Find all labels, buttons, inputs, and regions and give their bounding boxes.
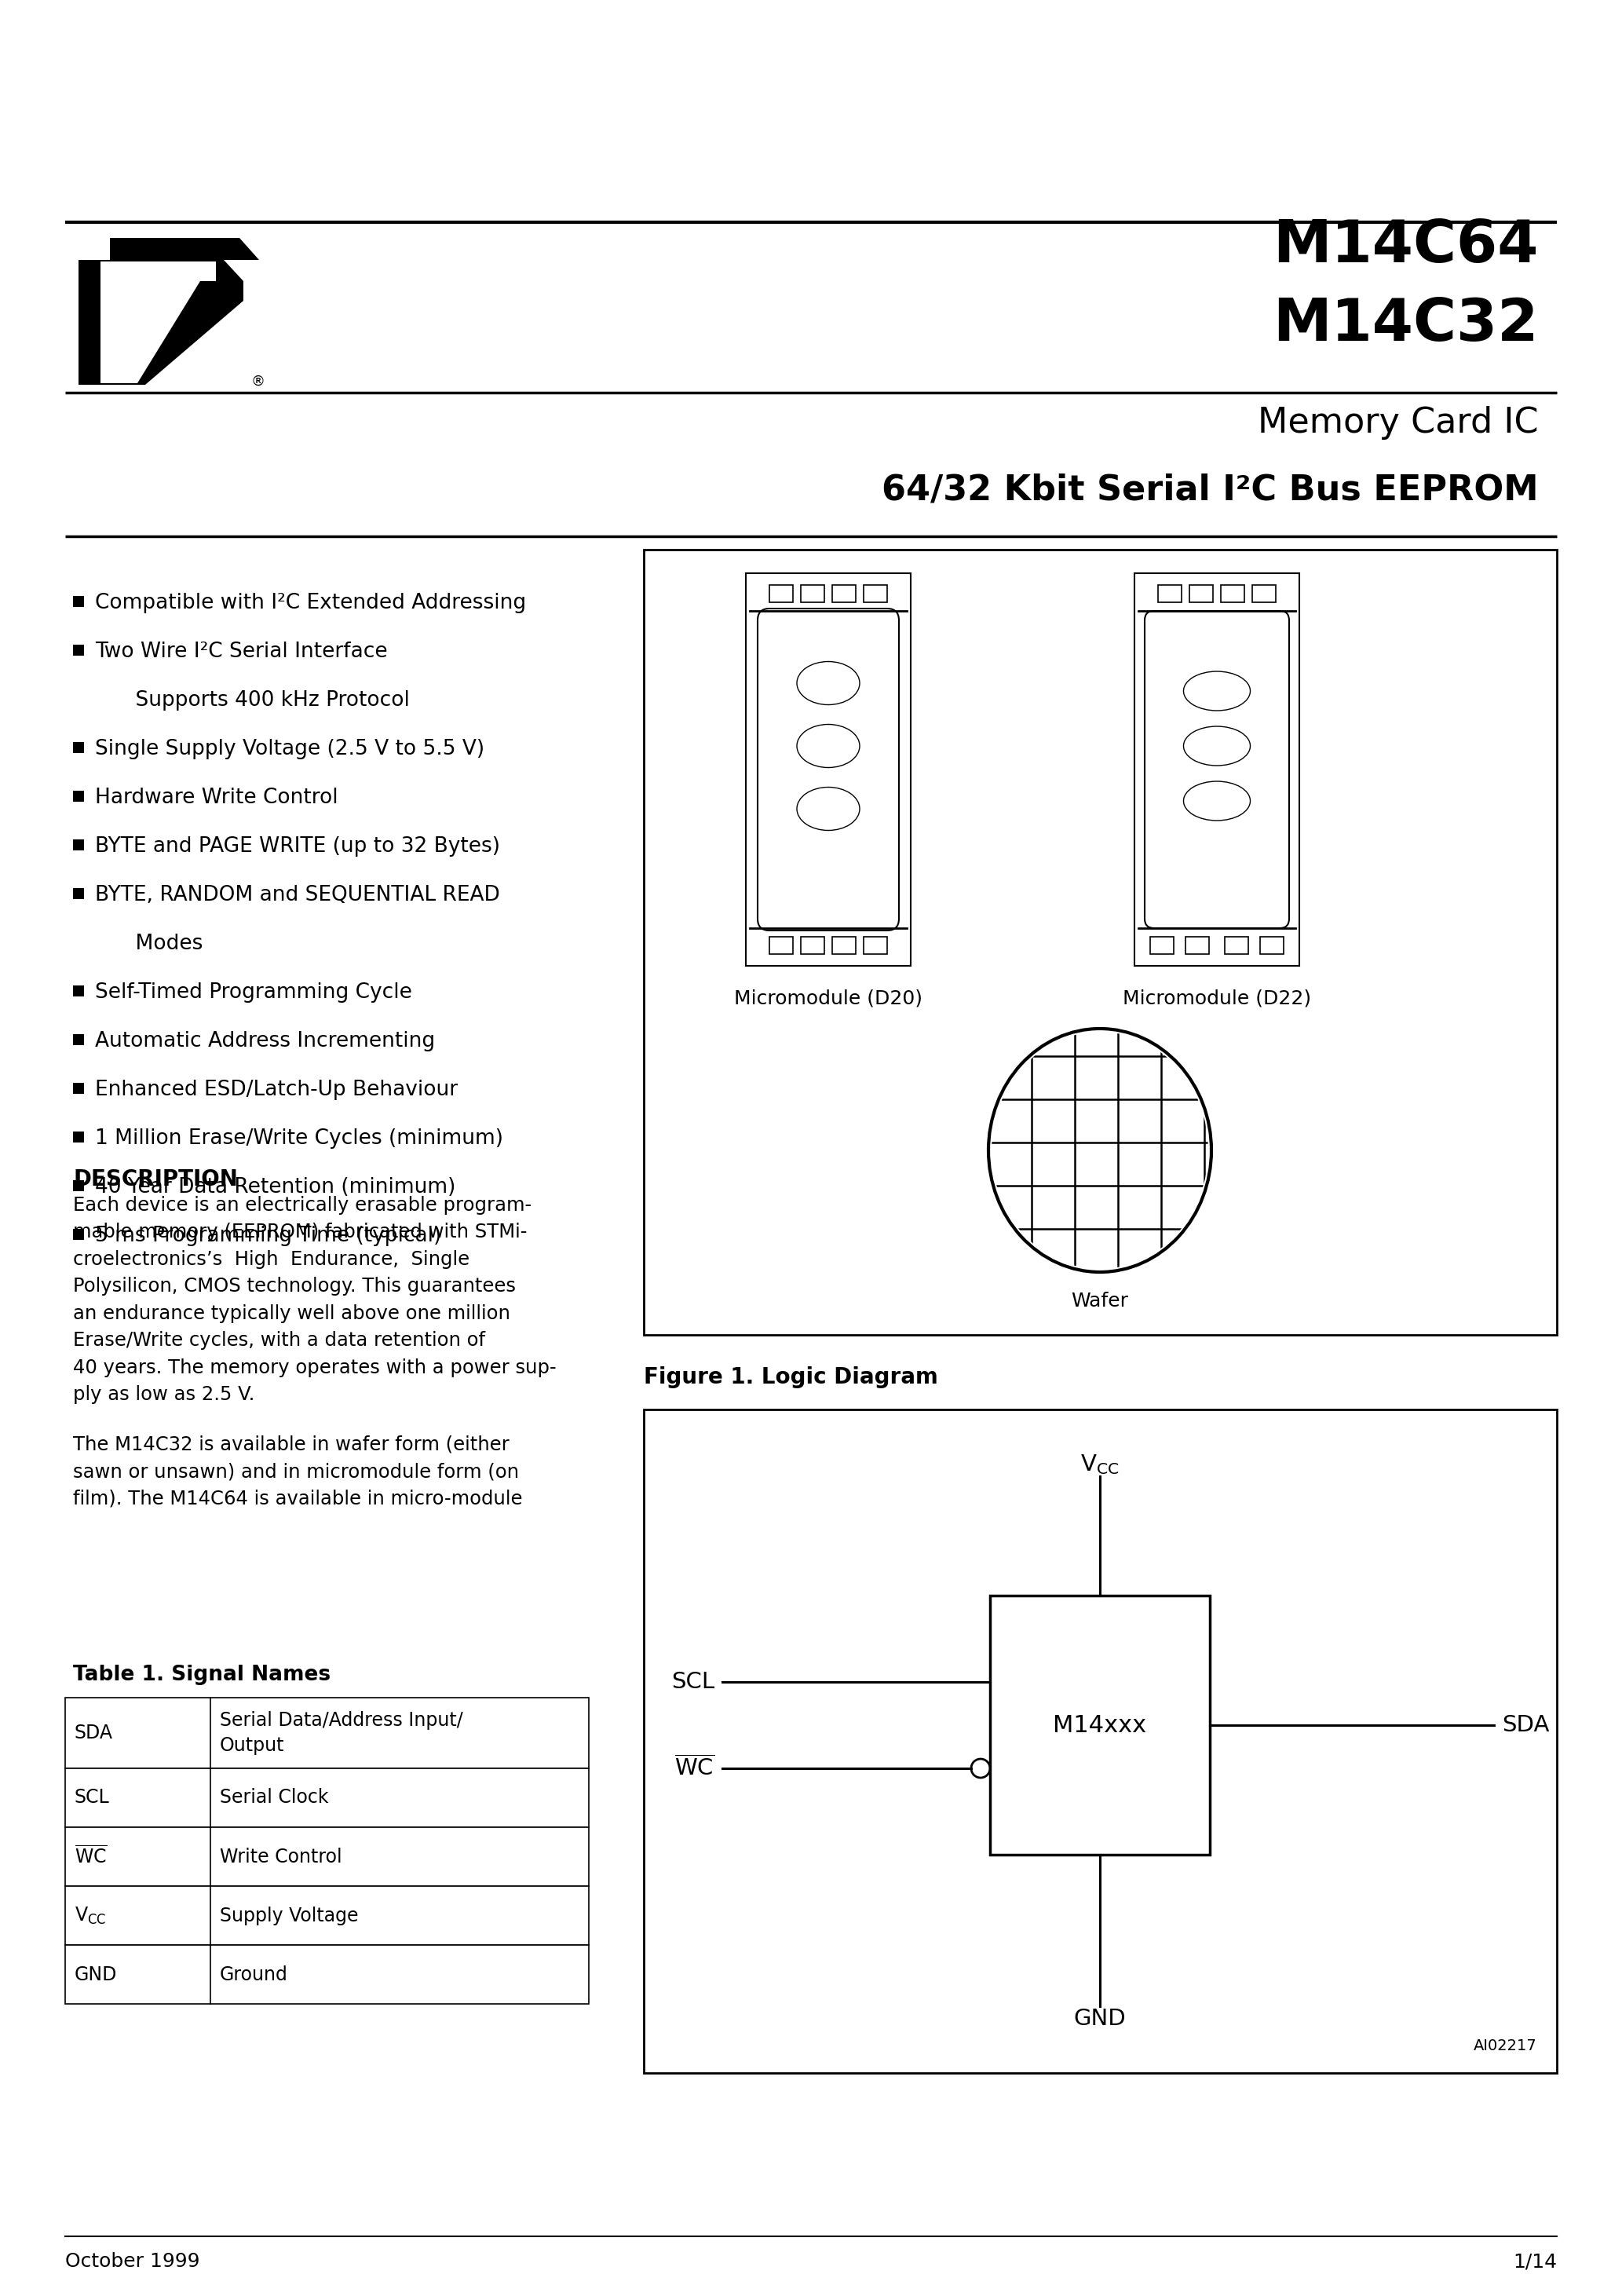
Text: Wafer: Wafer [1071, 1293, 1129, 1311]
Text: Each device is an electrically erasable program-
mable memory (EEPROM) fabricate: Each device is an electrically erasable … [73, 1196, 556, 1405]
Bar [73, 1228, 84, 1240]
Bar [73, 790, 84, 801]
Text: SDA: SDA [1502, 1715, 1549, 1736]
Bar [832, 937, 856, 955]
Bar [73, 889, 84, 900]
Text: Memory Card IC: Memory Card IC [1259, 406, 1539, 441]
Text: M14xxx: M14xxx [1053, 1713, 1147, 1736]
Bar [73, 840, 84, 850]
Text: SCL: SCL [75, 1789, 110, 1807]
Bar [1260, 937, 1283, 955]
Bar [1134, 574, 1299, 967]
Bar [1221, 585, 1244, 602]
Text: $\overline{\mathrm{WC}}$: $\overline{\mathrm{WC}}$ [675, 1756, 714, 1782]
Text: Compatible with I²C Extended Addressing: Compatible with I²C Extended Addressing [96, 592, 526, 613]
Bar [644, 549, 1557, 1334]
Bar [65, 1945, 589, 2004]
Bar [801, 585, 824, 602]
Bar [73, 1033, 84, 1045]
Text: V$_{\mathrm{CC}}$: V$_{\mathrm{CC}}$ [1080, 1453, 1119, 1476]
Text: Single Supply Voltage (2.5 V to 5.5 V): Single Supply Voltage (2.5 V to 5.5 V) [96, 739, 485, 760]
Text: Serial Clock: Serial Clock [221, 1789, 329, 1807]
Text: Micromodule (D20): Micromodule (D20) [735, 990, 923, 1008]
Bar [73, 985, 84, 996]
Text: Micromodule (D22): Micromodule (D22) [1122, 990, 1311, 1008]
Text: BYTE, RANDOM and SEQUENTIAL READ: BYTE, RANDOM and SEQUENTIAL READ [96, 884, 500, 905]
Text: GND: GND [1074, 2007, 1126, 2030]
Text: Ground: Ground [221, 1965, 289, 1984]
Bar [65, 1885, 589, 1945]
Bar [65, 1697, 589, 1768]
Bar [73, 742, 84, 753]
Text: Supply Voltage: Supply Voltage [221, 1906, 358, 1924]
Bar [989, 1596, 1210, 1855]
Text: DESCRIPTION: DESCRIPTION [73, 1169, 238, 1189]
Text: Write Control: Write Control [221, 1848, 342, 1867]
Bar [65, 1768, 589, 1828]
Bar [1186, 937, 1208, 955]
Text: Hardware Write Control: Hardware Write Control [96, 788, 337, 808]
FancyBboxPatch shape [1145, 611, 1289, 928]
Bar [73, 597, 84, 606]
Bar [1150, 937, 1174, 955]
Bar [1225, 937, 1249, 955]
Text: The M14C32 is available in wafer form (either
sawn or unsawn) and in micromodule: The M14C32 is available in wafer form (e… [73, 1435, 522, 1508]
Text: 1 Million Erase/Write Cycles (minimum): 1 Million Erase/Write Cycles (minimum) [96, 1127, 503, 1148]
Text: SDA: SDA [75, 1724, 114, 1743]
Polygon shape [110, 239, 260, 259]
Text: 5 ms Programming Time (typical): 5 ms Programming Time (typical) [96, 1226, 441, 1247]
Bar [746, 574, 910, 967]
Bar [644, 1410, 1557, 2073]
Text: Self-Timed Programming Cycle: Self-Timed Programming Cycle [96, 983, 412, 1003]
Text: $\overline{\mathrm{WC}}$: $\overline{\mathrm{WC}}$ [75, 1846, 107, 1867]
Bar [1252, 585, 1277, 602]
Bar [832, 585, 856, 602]
Text: GND: GND [75, 1965, 117, 1984]
Polygon shape [78, 259, 243, 386]
Text: 64/32 Kbit Serial I²C Bus EEPROM: 64/32 Kbit Serial I²C Bus EEPROM [882, 473, 1539, 507]
Bar [73, 1132, 84, 1143]
Text: SCL: SCL [672, 1671, 714, 1692]
Text: BYTE and PAGE WRITE (up to 32 Bytes): BYTE and PAGE WRITE (up to 32 Bytes) [96, 836, 500, 856]
Text: AI02217: AI02217 [1474, 2039, 1538, 2053]
Bar [863, 937, 887, 955]
Polygon shape [101, 262, 216, 383]
Text: Automatic Address Incrementing: Automatic Address Incrementing [96, 1031, 435, 1052]
Text: ®: ® [251, 374, 266, 388]
Bar [769, 585, 793, 602]
Text: M14C32: M14C32 [1273, 296, 1539, 354]
Text: V$_{\mathrm{CC}}$: V$_{\mathrm{CC}}$ [75, 1906, 107, 1926]
Bar [65, 1828, 589, 1885]
Bar [801, 937, 824, 955]
Text: Table 1. Signal Names: Table 1. Signal Names [73, 1665, 331, 1685]
Bar [73, 645, 84, 657]
Text: 1/14: 1/14 [1513, 2252, 1557, 2271]
Text: Enhanced ESD/Latch-Up Behaviour: Enhanced ESD/Latch-Up Behaviour [96, 1079, 457, 1100]
Bar [1158, 585, 1181, 602]
Text: Two Wire I²C Serial Interface: Two Wire I²C Serial Interface [96, 641, 388, 661]
Text: Modes: Modes [109, 934, 203, 955]
Text: Serial Data/Address Input/
Output: Serial Data/Address Input/ Output [221, 1711, 462, 1754]
Text: October 1999: October 1999 [65, 2252, 200, 2271]
Text: 40 Year Data Retention (minimum): 40 Year Data Retention (minimum) [96, 1178, 456, 1199]
Text: Figure 1. Logic Diagram: Figure 1. Logic Diagram [644, 1366, 938, 1389]
Bar [73, 1084, 84, 1093]
FancyBboxPatch shape [757, 608, 899, 930]
Bar [73, 1180, 84, 1192]
Bar [863, 585, 887, 602]
Bar [1189, 585, 1213, 602]
Bar [769, 937, 793, 955]
Text: Supports 400 kHz Protocol: Supports 400 kHz Protocol [109, 691, 410, 712]
Text: M14C64: M14C64 [1273, 218, 1539, 276]
